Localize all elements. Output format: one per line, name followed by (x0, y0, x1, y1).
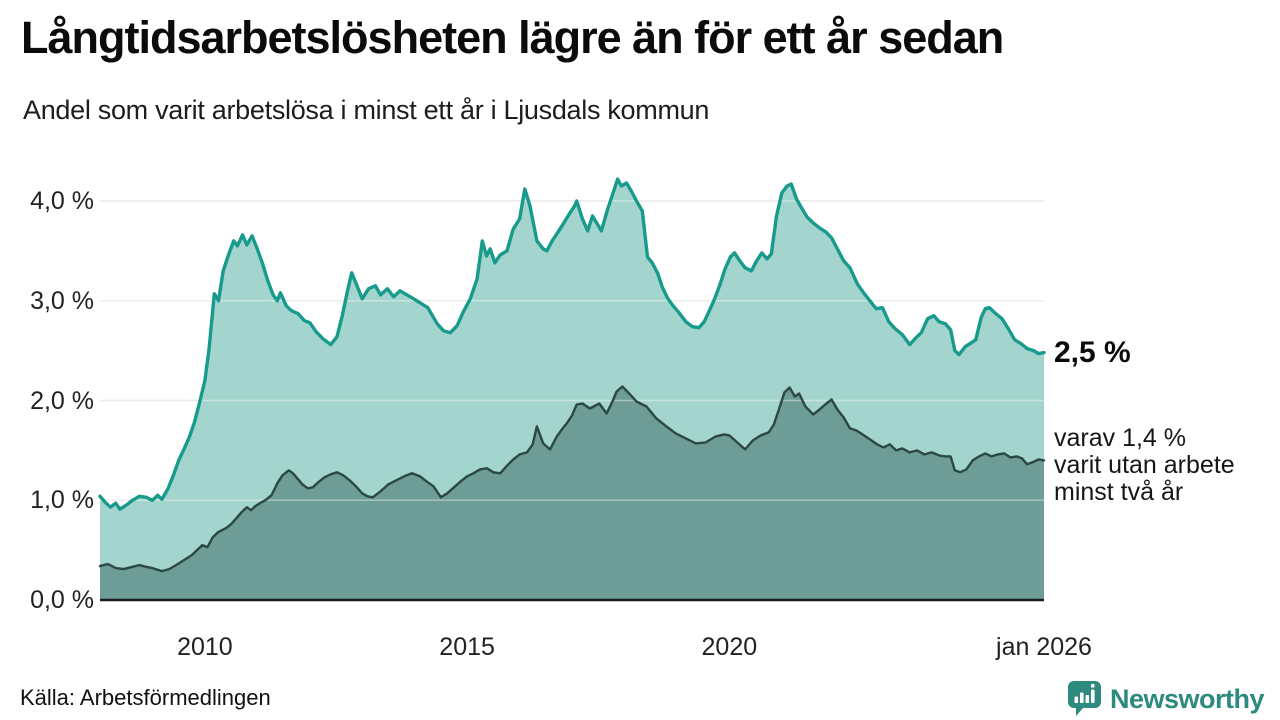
two-year-annotation-line: varav 1,4 % (1054, 424, 1187, 452)
latest-value-label: 2,5 % (1054, 336, 1131, 369)
newsworthy-wordmark: Newsworthy (1109, 683, 1265, 714)
speech-bubble-shape (1067, 681, 1101, 716)
area-two-years (100, 386, 1044, 600)
line-one-year (98, 177, 1046, 511)
source-label: Källa: Arbetsförmedlingen (20, 685, 271, 710)
newsworthy-logo-icon (1067, 681, 1101, 716)
two-year-annotation-line: varit utan arbete (1054, 451, 1235, 479)
mini-bar-chart-glyph (1074, 684, 1095, 703)
page-title: Långtidsarbetslösheten lägre än för ett … (21, 12, 1004, 63)
two-year-annotation-line: minst två år (1054, 478, 1184, 506)
page-subtitle: Andel som varit arbetslösa i minst ett å… (23, 95, 710, 125)
line-two-years (98, 385, 1046, 573)
two-year-annotation: varav 1,4 % varit utan arbete minst två … (1054, 425, 1235, 506)
newsworthy-branding: Newsworthy (1065, 679, 1265, 719)
